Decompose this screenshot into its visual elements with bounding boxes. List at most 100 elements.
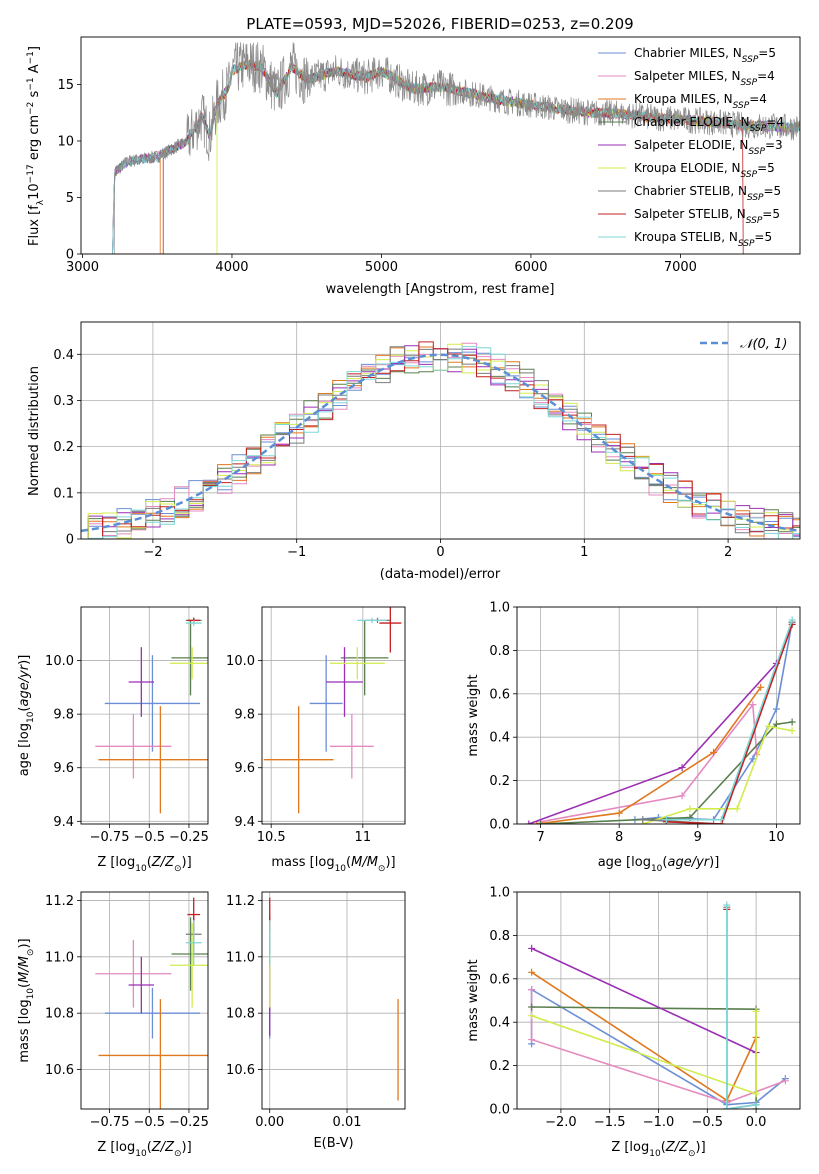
y-tick-label: 0.2 — [53, 440, 74, 455]
axes-panel-1: 3000 4000 5000 6000 7000 0 5 10 15 wavelength [An… — [26, 36, 801, 297]
errorbar-point — [169, 923, 208, 1008]
axes-panel-5: 7 8 9 10 0.0 0.2 0.4 0.6 0.8 1.0 age [log10(age/yr… — [466, 601, 801, 874]
errorbar-point — [98, 706, 208, 814]
x-tick-label: −1 — [287, 545, 306, 560]
axes-panel-8: −2.0 −1.5 −1.0 −0.5 0.0 0.0 0.2 0.4 0.6 0.8 1.0 Z [… — [466, 886, 801, 1159]
errorbar-point — [329, 714, 374, 779]
x-tick-label: 6000 — [514, 260, 547, 275]
observed-spectrum — [112, 42, 800, 254]
y-axis-label: Normed distribution — [27, 366, 42, 496]
x-tick-label: 11 — [355, 830, 372, 845]
y-tick-label: 10 — [57, 134, 74, 149]
x-tick-label: 10 — [768, 830, 785, 845]
errorbar-point — [185, 920, 202, 966]
y-tick-label: 0.6 — [489, 687, 510, 702]
axes-frame — [80, 891, 209, 1110]
y-tick-label: 9.6 — [53, 761, 74, 776]
weight-line — [528, 662, 777, 824]
histogram-9 — [81, 346, 800, 539]
x-axis-label: E(B-V) — [313, 1136, 353, 1151]
weight-marker — [752, 1090, 760, 1098]
normal-curve — [81, 353, 800, 533]
weight-marker — [788, 727, 796, 735]
x-tick-label: 0 — [436, 545, 444, 560]
weight-marker — [733, 805, 741, 813]
plot-area — [525, 616, 796, 824]
legend: 𝒩(0, 1) — [700, 337, 787, 352]
x-tick-label: 0.01 — [333, 1115, 362, 1130]
x-tick-label: 0.00 — [255, 1115, 284, 1130]
x-tick-label: 9 — [694, 830, 702, 845]
axes-panel-4: 10.5 11 9.4 9.6 9.8 10.0 mass [log10(M/M⊙)] — [226, 606, 406, 874]
x-tick-label: −0.5 — [133, 830, 165, 845]
plot-area — [95, 897, 208, 1109]
y-axis-label: mass weight — [466, 674, 481, 756]
weight-marker — [710, 748, 718, 756]
legend-label: Kroupa ELODIE, NSSP=5 — [634, 161, 775, 180]
axes-panel-3: −0.75 −0.5 −0.25 9.4 9.6 9.8 10.0 Z [log10(Z/Z⊙… — [17, 606, 209, 874]
weight-line — [666, 619, 793, 821]
y-tick-label: 9.4 — [234, 815, 255, 830]
errorbar-point — [171, 620, 208, 696]
x-axis-label: age [log10(age/yr)] — [598, 855, 720, 874]
weight-marker — [639, 816, 647, 824]
plot-area — [269, 897, 399, 1101]
axes-frame — [80, 36, 801, 255]
weight-marker — [752, 1007, 760, 1015]
x-tick-label: −0.25 — [169, 830, 209, 845]
weight-line — [666, 624, 793, 824]
axes-frame — [80, 321, 801, 540]
weight-marker — [765, 722, 773, 730]
weight-marker — [678, 792, 686, 800]
weight-marker — [781, 1077, 789, 1085]
weight-marker — [772, 705, 780, 713]
y-tick-label: 0.8 — [489, 929, 510, 944]
y-tick-label: 0.4 — [489, 731, 510, 746]
weight-marker — [752, 1101, 760, 1109]
weight-marker — [723, 1105, 731, 1109]
weight-marker — [528, 944, 536, 952]
y-tick-label: 1.0 — [489, 601, 510, 616]
legend-label: Chabrier MILES, NSSP=5 — [634, 46, 776, 65]
weight-marker — [528, 1003, 536, 1011]
y-tick-label: 0 — [66, 533, 74, 548]
x-tick-label: −2.0 — [545, 1115, 577, 1130]
y-axis-label: age [log10(age/yr)] — [17, 655, 36, 777]
axes-frame — [261, 606, 406, 825]
y-tick-label: 5 — [66, 191, 74, 206]
y-tick-label: 9.4 — [53, 815, 74, 830]
plot-area — [95, 617, 208, 814]
y-tick-label: 11.2 — [45, 894, 74, 909]
y-tick-label: 0.1 — [53, 486, 74, 501]
y-axis-label: mass [log10(M/M⊙)] — [17, 938, 36, 1062]
weight-line — [726, 907, 757, 1109]
y-tick-label: 0.6 — [489, 972, 510, 987]
x-tick-label: 4000 — [215, 260, 248, 275]
weight-marker — [749, 755, 757, 763]
legend-label: Chabrier STELIB, NSSP=5 — [634, 184, 781, 203]
axes-frame — [516, 606, 801, 825]
y-tick-label: 10.6 — [226, 1063, 255, 1078]
y-tick-label: 11.0 — [226, 950, 255, 965]
weight-marker — [528, 986, 536, 994]
x-tick-label: 8 — [615, 830, 623, 845]
y-axis-label: Flux [fλ10−17 erg cm−2 s−1 A−1] — [26, 46, 46, 246]
legend: Chabrier MILES, NSSP=5 Salpeter MILES, NS… — [598, 46, 784, 249]
errorbar-point — [326, 647, 363, 717]
plot-area — [263, 607, 402, 814]
x-tick-label: −0.75 — [90, 830, 130, 845]
x-axis-label: Z [log10(Z/Z⊙)] — [611, 1140, 705, 1159]
weight-marker — [537, 820, 545, 824]
plot-area — [528, 901, 789, 1109]
y-tick-label: 15 — [57, 78, 74, 93]
x-tick-label: 2 — [724, 545, 732, 560]
weight-line — [540, 721, 793, 824]
x-tick-label: 10.5 — [257, 830, 286, 845]
axes-panel-2: −2 −1 0 1 2 0 0.1 0.2 0.3 0.4 (data-model)/error No… — [27, 321, 801, 582]
x-tick-label: −0.75 — [90, 1115, 130, 1130]
errorbar-point — [169, 647, 208, 680]
weight-line — [531, 947, 757, 1054]
weight-marker — [686, 805, 694, 813]
y-tick-label: 10.0 — [45, 654, 74, 669]
